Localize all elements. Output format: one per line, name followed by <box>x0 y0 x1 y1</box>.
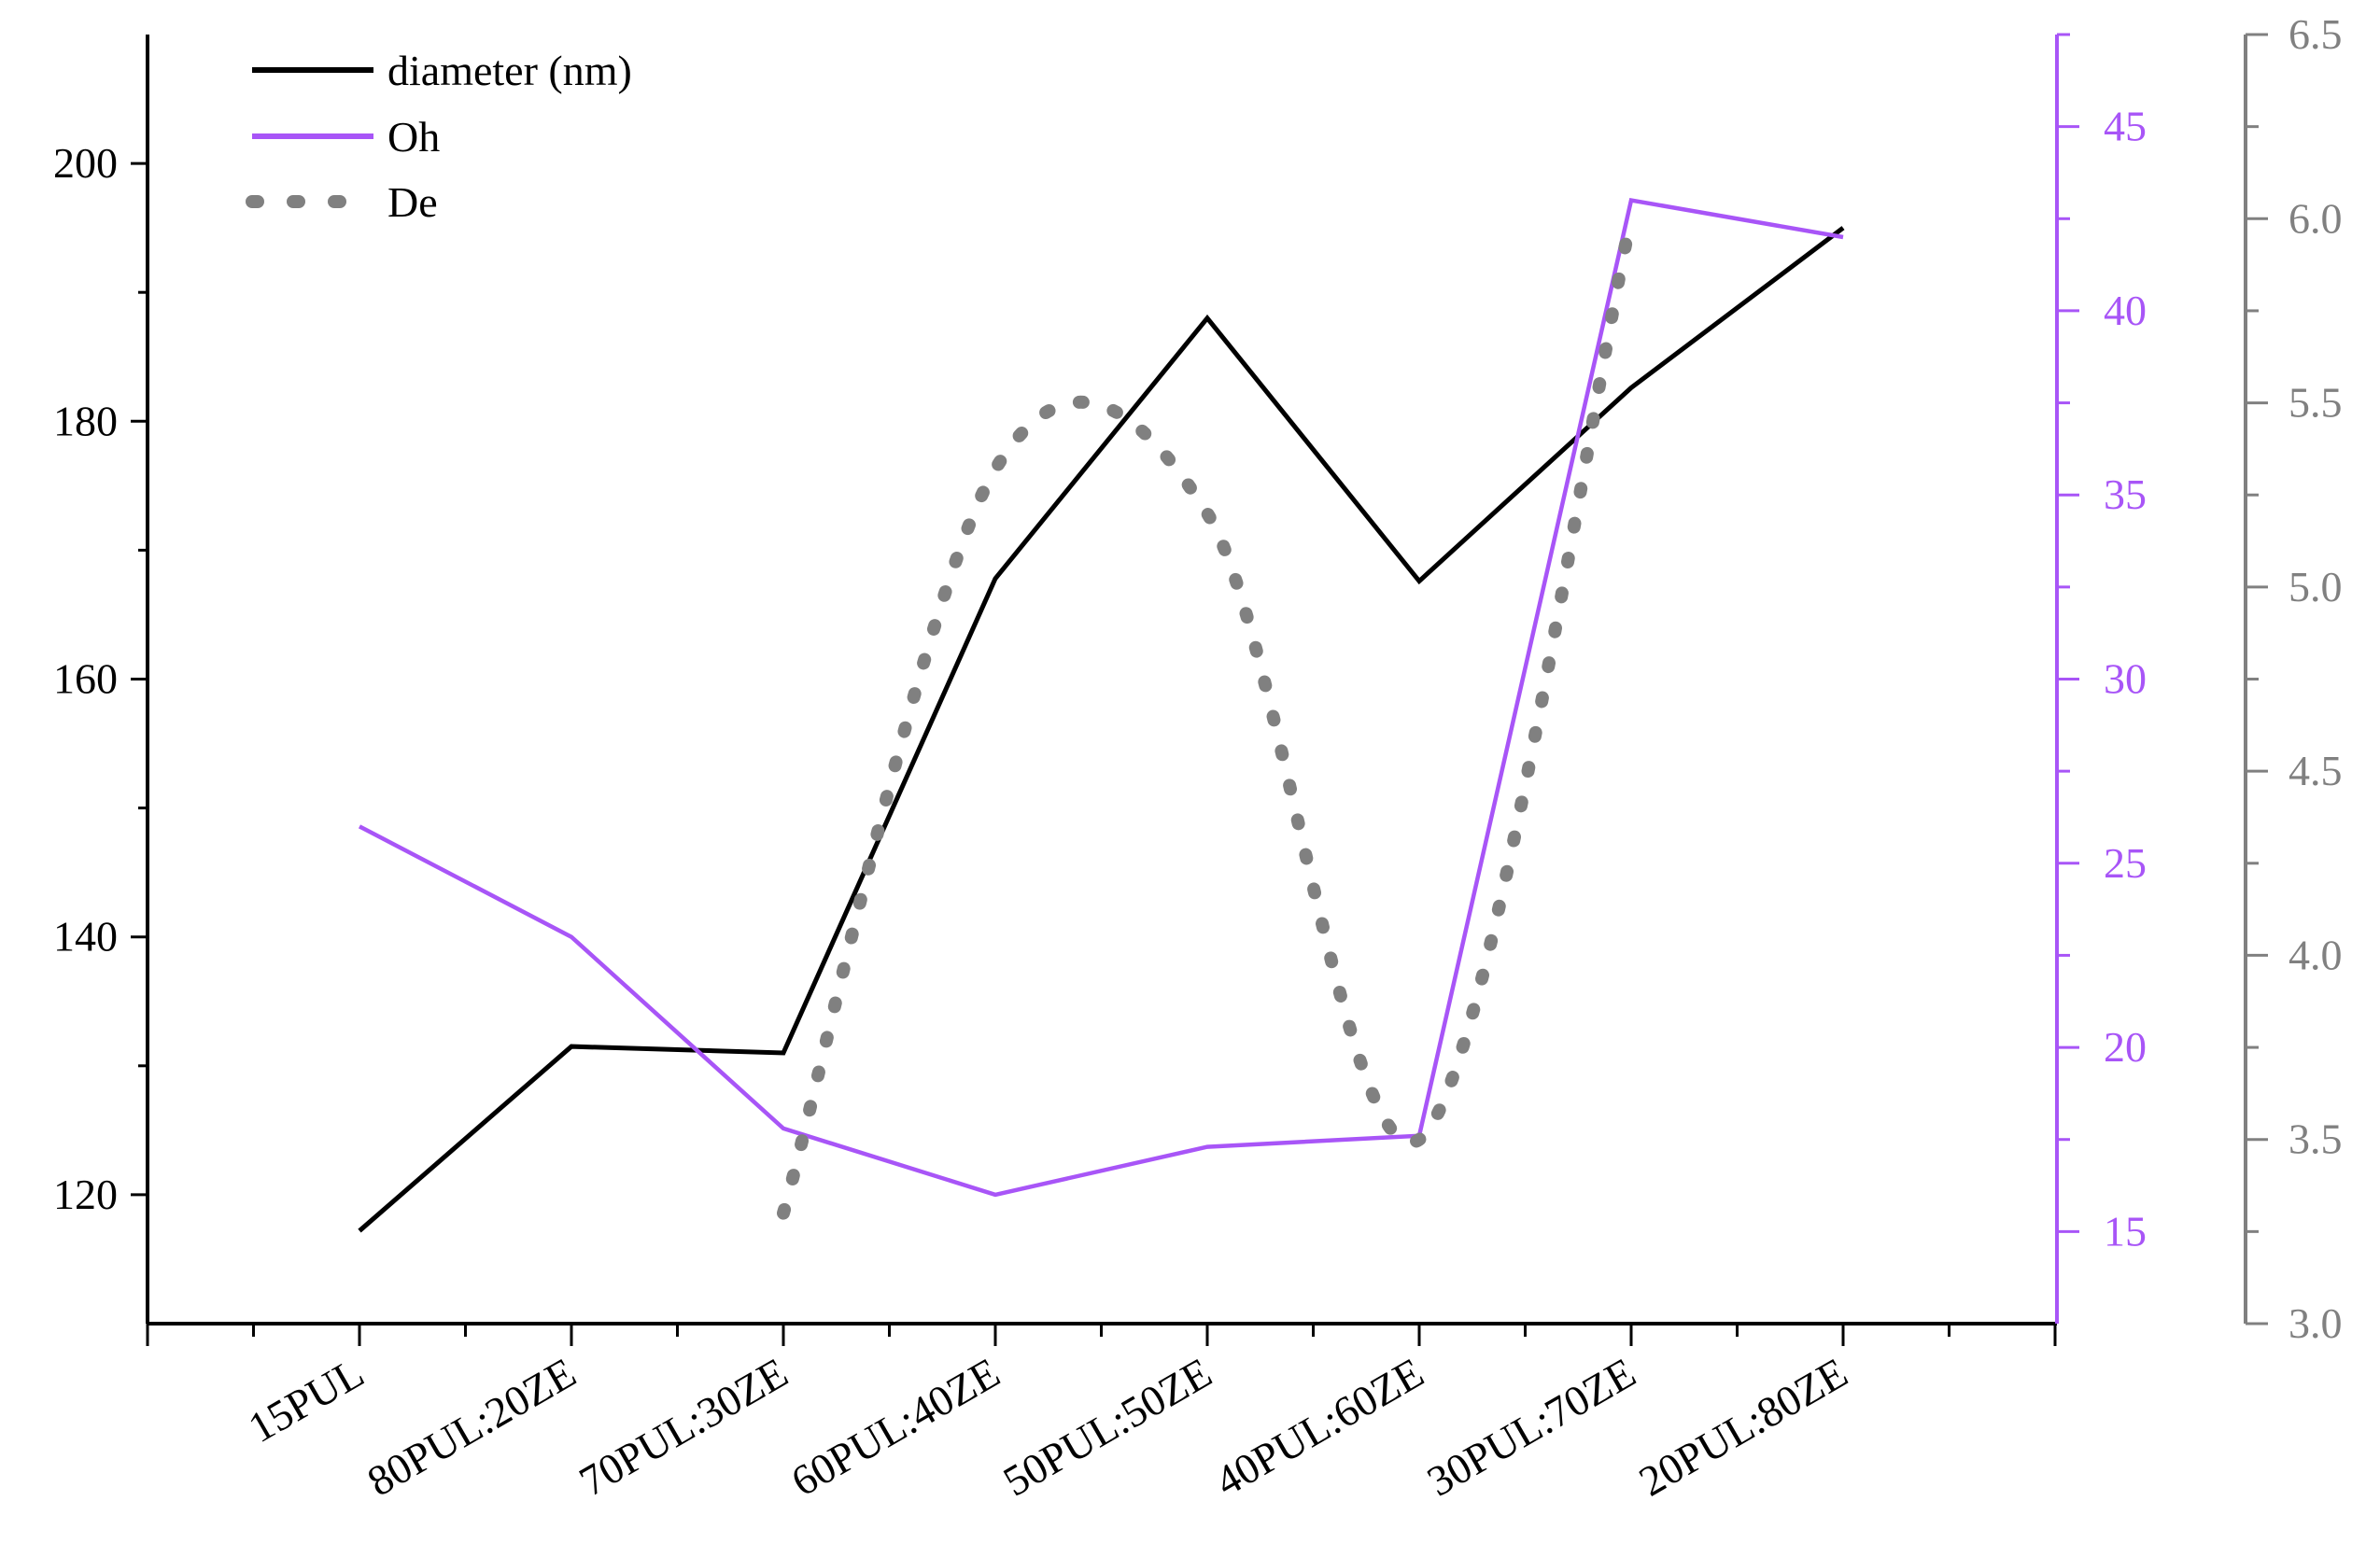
legend-label: De <box>387 178 438 226</box>
x-tick-label: 70PUL:30ZE <box>571 1348 796 1505</box>
x-tick-label: 50PUL:50ZE <box>995 1348 1219 1505</box>
left-y-tick-label: 120 <box>53 1171 118 1218</box>
x-tick-label: 80PUL:20ZE <box>359 1348 584 1505</box>
x-tick-label: 20PUL:80ZE <box>1631 1348 1855 1505</box>
x-tick-label: 40PUL:60ZE <box>1207 1348 1431 1505</box>
x-tick-label: 15PUL <box>240 1348 372 1452</box>
oh-axis-tick-label: 25 <box>2104 839 2147 887</box>
legend-label: diameter (nm) <box>387 47 632 94</box>
axes-layer: 120 140 160 180 200 15PUL80PUL:20ZE70PUL:30ZE… <box>53 10 2343 1506</box>
x-tick-label: 60PUL:40ZE <box>783 1348 1007 1505</box>
legend: diameter (nm) Oh De <box>246 47 632 226</box>
de-axis-tick-label: 4.5 <box>2288 747 2343 794</box>
series-line-diameter <box>358 226 1845 1233</box>
oh-axis-tick-label: 40 <box>2104 287 2147 334</box>
de-axis-tick-label: 3.0 <box>2288 1299 2343 1347</box>
left-y-tick-label: 200 <box>53 139 118 187</box>
series-line-de <box>777 212 1638 1220</box>
series-line-oh <box>358 197 1844 1198</box>
de-axis-tick-label: 4.0 <box>2288 931 2343 978</box>
de-axis-tick-label: 5.5 <box>2288 379 2343 427</box>
oh-axis-tick-label: 35 <box>2104 470 2147 518</box>
de-axis-tick-label: 6.0 <box>2288 194 2343 242</box>
de-axis-tick-label: 5.0 <box>2288 563 2343 610</box>
oh-axis-tick-label: 30 <box>2104 655 2147 703</box>
left-y-tick-label: 180 <box>53 397 118 444</box>
x-tick-label: 30PUL:70ZE <box>1419 1348 1643 1505</box>
de-axis-tick-label: 6.5 <box>2288 10 2343 58</box>
oh-axis-tick-label: 15 <box>2104 1207 2147 1255</box>
left-y-tick-label: 140 <box>53 913 118 961</box>
left-y-tick-label: 160 <box>53 655 118 703</box>
legend-label: Oh <box>387 113 440 161</box>
series-layer <box>358 197 1845 1233</box>
de-axis-tick-label: 3.5 <box>2288 1115 2343 1163</box>
oh-axis-tick-label: 20 <box>2104 1023 2147 1071</box>
oh-axis-tick-label: 45 <box>2104 103 2147 150</box>
